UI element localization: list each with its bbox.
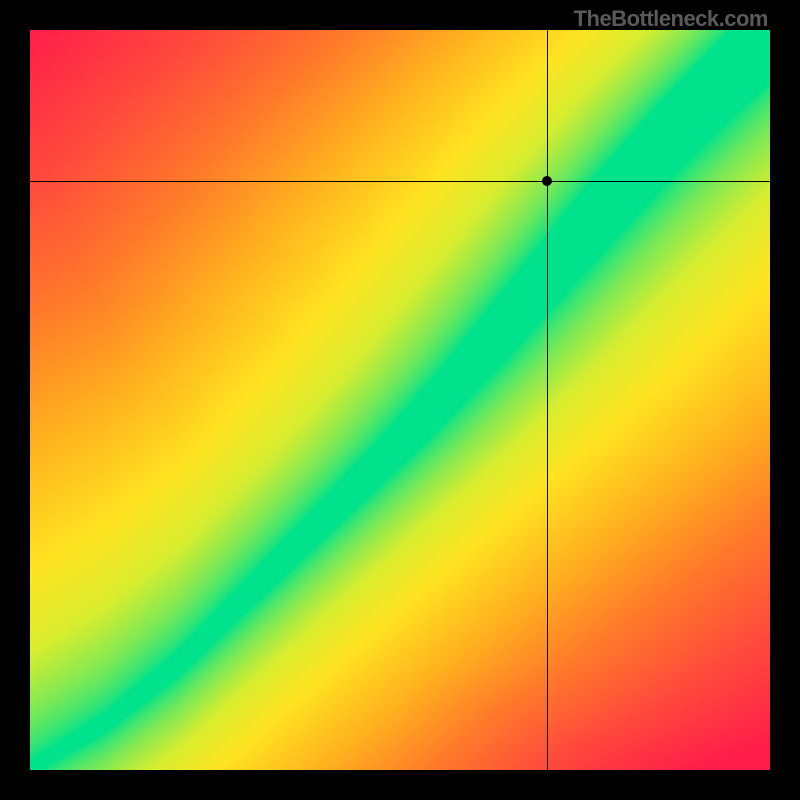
heatmap-plot	[30, 30, 770, 770]
crosshair-vertical	[547, 30, 548, 770]
heatmap-canvas	[30, 30, 770, 770]
watermark-text: TheBottleneck.com	[574, 6, 768, 32]
chart-container: TheBottleneck.com	[0, 0, 800, 800]
marker-point	[542, 176, 552, 186]
crosshair-horizontal	[30, 181, 770, 182]
